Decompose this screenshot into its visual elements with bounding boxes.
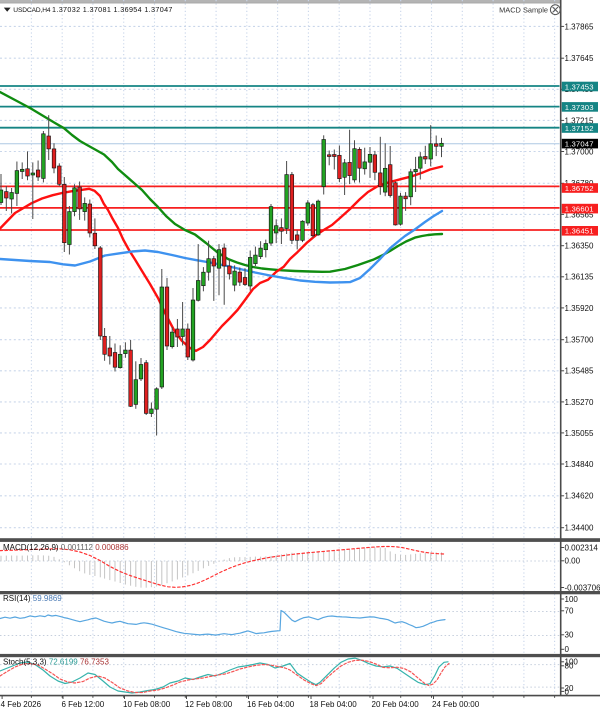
svg-text:1.35270: 1.35270 xyxy=(565,398,594,407)
svg-text:100: 100 xyxy=(565,595,579,604)
svg-text:16 Feb 04:00: 16 Feb 04:00 xyxy=(247,700,295,709)
svg-text:1.34620: 1.34620 xyxy=(565,492,594,501)
svg-text:1.37000: 1.37000 xyxy=(565,147,594,156)
svg-text:30: 30 xyxy=(565,631,574,640)
svg-text:1.36601: 1.36601 xyxy=(565,205,594,214)
svg-text:18 Feb 04:00: 18 Feb 04:00 xyxy=(310,700,358,709)
svg-text:RSI(14) 59.9869: RSI(14) 59.9869 xyxy=(3,594,62,603)
svg-text:1.37047: 1.37047 xyxy=(565,140,594,149)
svg-text:MACD Sample: MACD Sample xyxy=(499,5,548,14)
svg-text:0: 0 xyxy=(565,645,570,654)
svg-text:1.34840: 1.34840 xyxy=(565,460,594,469)
svg-text:6 Feb 12:00: 6 Feb 12:00 xyxy=(62,700,105,709)
svg-text:0.00: 0.00 xyxy=(565,557,581,566)
svg-text:1.37152: 1.37152 xyxy=(565,124,594,133)
svg-text:1.36350: 1.36350 xyxy=(565,242,594,251)
svg-text:0.002314: 0.002314 xyxy=(565,543,599,552)
svg-text:1.37032 1.37081 1.36954 1.3704: 1.37032 1.37081 1.36954 1.37047 xyxy=(52,5,173,14)
svg-text:Stoch(5,3,3) 72.6199 76.7353: Stoch(5,3,3) 72.6199 76.7353 xyxy=(3,658,109,667)
svg-text:1.34400: 1.34400 xyxy=(565,524,594,533)
svg-text:USDCAD,H4: USDCAD,H4 xyxy=(13,7,51,14)
svg-text:80: 80 xyxy=(565,662,574,671)
svg-text:1.36752: 1.36752 xyxy=(565,184,594,193)
svg-text:1.35055: 1.35055 xyxy=(565,429,594,438)
svg-text:12 Feb 08:00: 12 Feb 08:00 xyxy=(185,700,233,709)
svg-text:1.37303: 1.37303 xyxy=(565,103,594,112)
svg-text:1.35920: 1.35920 xyxy=(565,304,594,313)
svg-text:1.35485: 1.35485 xyxy=(565,367,594,376)
svg-text:1.36451: 1.36451 xyxy=(565,227,594,236)
svg-text:1.37645: 1.37645 xyxy=(565,54,594,63)
svg-text:1.37865: 1.37865 xyxy=(565,22,594,31)
svg-text:1.35700: 1.35700 xyxy=(565,336,594,345)
svg-text:1.37453: 1.37453 xyxy=(565,82,594,91)
svg-text:4 Feb 2026: 4 Feb 2026 xyxy=(1,700,42,709)
svg-text:24 Feb 00:00: 24 Feb 00:00 xyxy=(432,700,480,709)
svg-text:70: 70 xyxy=(565,607,574,616)
svg-text:0: 0 xyxy=(565,687,570,696)
svg-text:10 Feb 08:00: 10 Feb 08:00 xyxy=(123,700,171,709)
svg-text:20 Feb 04:00: 20 Feb 04:00 xyxy=(372,700,420,709)
svg-text:1.36135: 1.36135 xyxy=(565,273,594,282)
svg-text:MACD(12,26,9) 0.001112 0.00088: MACD(12,26,9) 0.001112 0.000886 xyxy=(3,543,129,552)
svg-text:-0.003706: -0.003706 xyxy=(565,583,600,592)
